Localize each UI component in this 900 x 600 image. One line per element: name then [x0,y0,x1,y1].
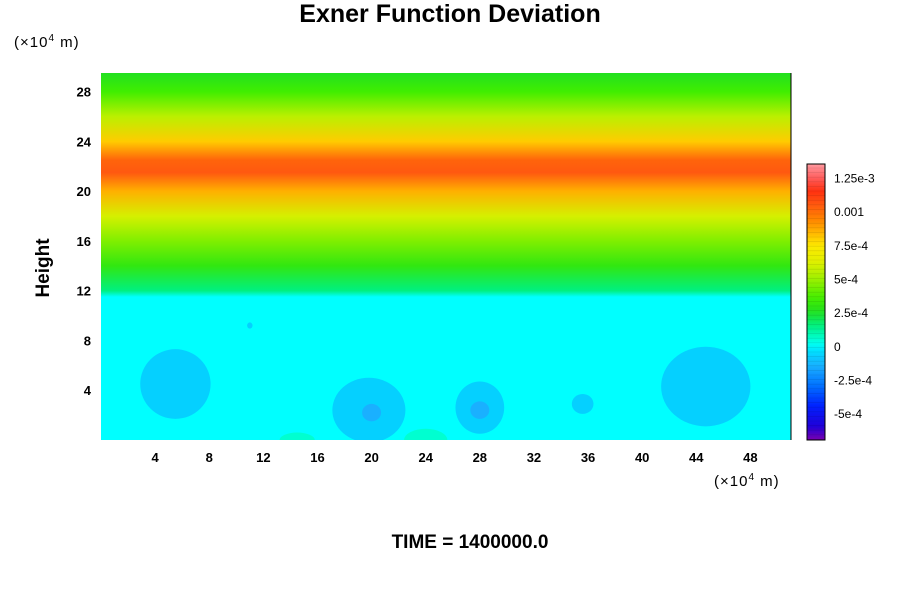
contour-anomaly [571,393,594,414]
x-tick-label: 36 [581,450,595,465]
contour-anomaly [279,432,315,440]
x-tick-label: 44 [689,450,704,465]
contour-anomaly [470,401,490,419]
colorbar-tick-label: 5e-4 [834,272,858,286]
colorbar-tick-label: 2.5e-4 [834,306,868,320]
colorbar-tick-label: 0.001 [834,205,864,219]
y-tick-label: 12 [77,284,91,299]
colorbar-tick-label: -5e-4 [834,407,862,421]
y-tick-label: 8 [84,333,91,348]
x-tick-label: 32 [527,450,541,465]
colorbar-tick-label: 7.5e-4 [834,239,868,253]
contour-anomaly [661,346,751,427]
x-tick-label: 12 [256,450,270,465]
y-tick-label: 28 [77,85,91,100]
x-tick-label: 8 [206,450,213,465]
x-axis-unit: (×104 m) [714,472,780,490]
contour-anomaly [362,403,382,422]
colorbar [806,163,826,441]
y-axis-unit: (×104 m) [14,33,80,51]
time-label: TIME = 1400000.0 [391,532,549,553]
contour-anomaly [140,349,211,419]
y-tick-label: 16 [77,234,91,249]
x-tick-label: 40 [635,450,649,465]
x-tick-label: 48 [743,450,757,465]
x-tick-label: 28 [473,450,487,465]
x-tick-label: 24 [418,450,433,465]
y-tick-label: 24 [77,134,92,149]
x-tick-label: 4 [152,450,160,465]
contour-anomaly [247,322,253,329]
colorbar-tick-label: 0 [834,340,841,354]
colorbar-tick-label: -2.5e-4 [834,373,872,387]
y-tick-label: 20 [77,184,91,199]
contour-anomaly [404,428,448,440]
x-tick-label: 20 [364,450,378,465]
x-tick-label: 16 [310,450,324,465]
colorbar-tick-label: 1.25e-3 [834,171,875,185]
chart-title: Exner Function Deviation [299,0,601,28]
y-tick-label: 4 [84,383,92,398]
